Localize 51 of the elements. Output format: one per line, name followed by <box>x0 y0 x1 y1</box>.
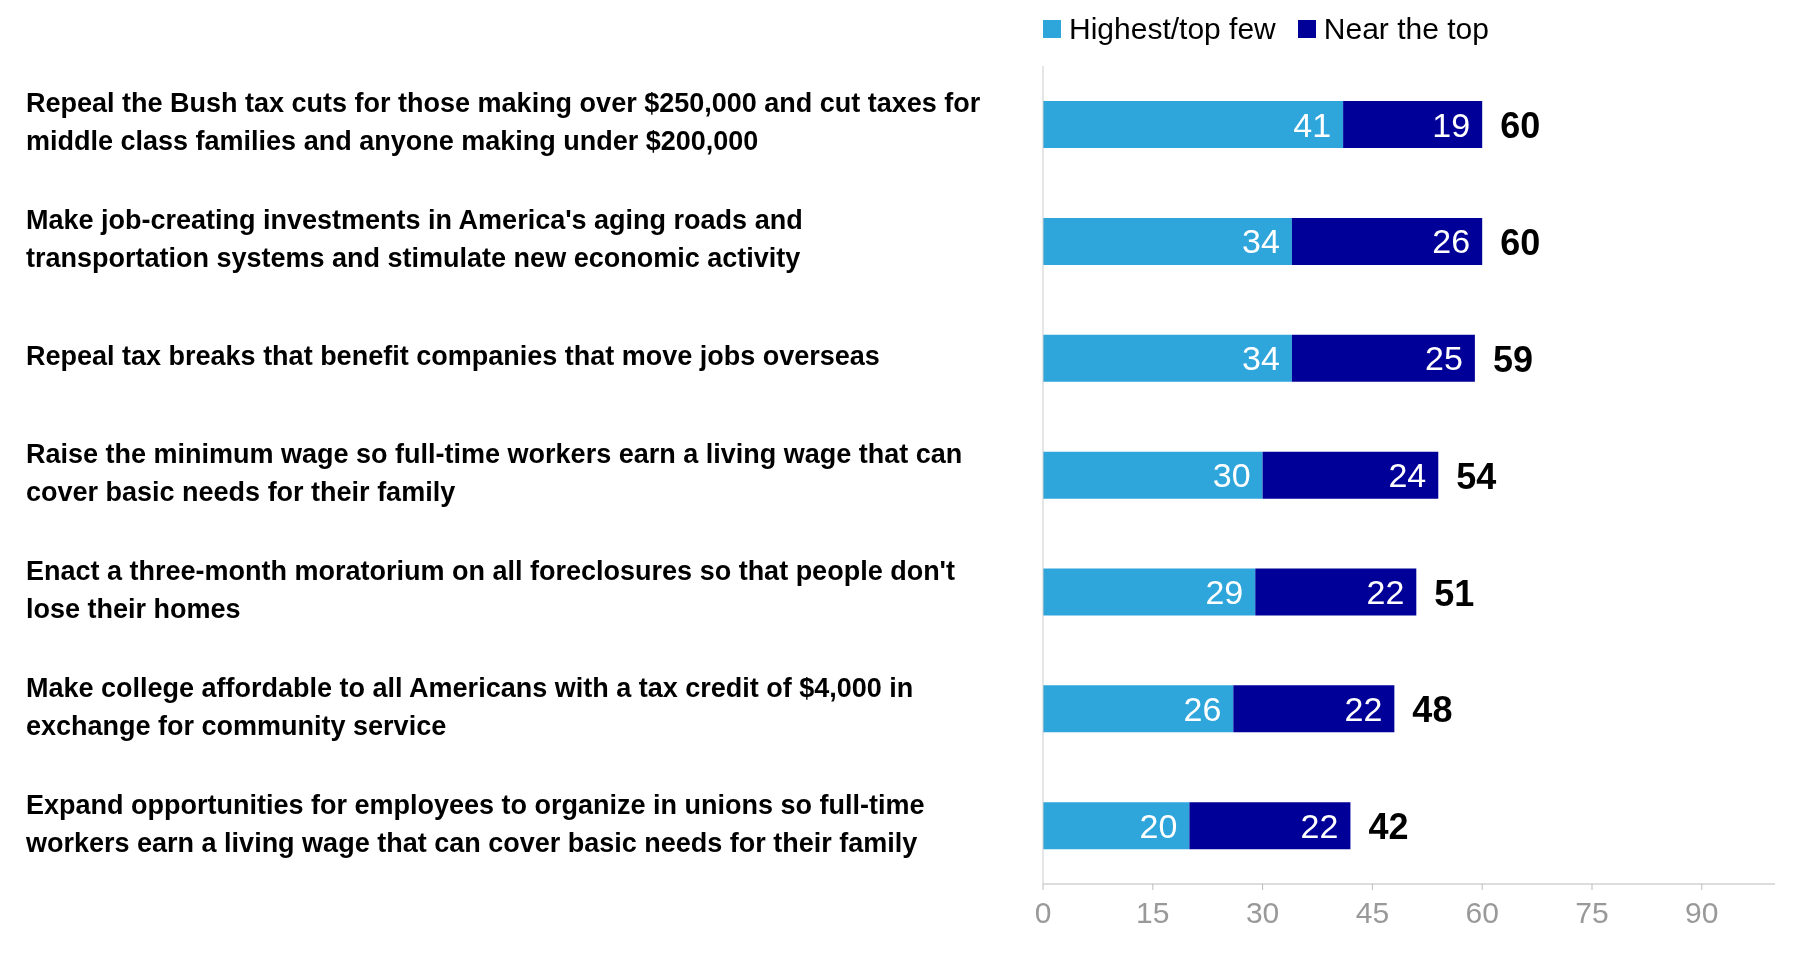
data-label: 29 <box>1205 573 1244 612</box>
bar <box>1043 568 1256 616</box>
y-tick-label: Expand opportunities for employees to organize in unions so full-time workers earn a living wage that can cover basic needs for their family <box>25 789 925 858</box>
y-tick-label: Make college affordable to all Americans with a tax credit of $4,000 in exchange for community service <box>26 672 914 741</box>
bar <box>1043 451 1263 499</box>
data-label: 41 <box>1293 105 1332 144</box>
bar <box>1043 334 1292 382</box>
total-label: 60 <box>1500 105 1541 147</box>
x-tick-label: 90 <box>1685 896 1719 930</box>
data-label: 34 <box>1242 222 1280 261</box>
total-label: 48 <box>1412 689 1453 731</box>
total-label: 59 <box>1492 338 1533 380</box>
legend-label: Near the top <box>1323 12 1489 46</box>
x-tick-label: 75 <box>1575 896 1609 930</box>
bar <box>1233 685 1395 733</box>
data-label: 19 <box>1432 105 1471 144</box>
y-tick-label: Repeal the Bush tax cuts for those making over $250,000 and cut taxes for middle class families and anyone making under $200,000 <box>26 88 981 157</box>
data-label: 25 <box>1425 339 1463 378</box>
data-label: 24 <box>1388 456 1427 495</box>
bar <box>1262 451 1439 499</box>
x-tick-label: 15 <box>1136 896 1170 930</box>
x-tick-label: 30 <box>1245 896 1280 930</box>
x-tick-label: 60 <box>1465 896 1499 930</box>
bar <box>1043 802 1190 850</box>
bar <box>1189 802 1351 850</box>
bar <box>1043 101 1344 149</box>
total-label: 42 <box>1368 806 1409 848</box>
data-label: 26 <box>1183 689 1222 728</box>
legend-label: Highest/top few <box>1069 12 1276 46</box>
data-label: 22 <box>1366 573 1405 612</box>
y-tick-label: Make job-creating investments in America's aging roads and transportation systems and stimulate new economic activity <box>26 205 803 274</box>
y-tick-label: Enact a three-month moratorium on all foreclosures so that people don't lose their homes <box>26 555 956 624</box>
bar <box>1255 568 1417 616</box>
total-label: 54 <box>1456 455 1497 497</box>
data-label: 30 <box>1212 456 1251 495</box>
bar <box>1291 217 1483 265</box>
bar <box>1343 101 1483 149</box>
data-label: 26 <box>1432 222 1471 261</box>
x-tick-label: 0 <box>1034 896 1052 930</box>
y-tick-label: Raise the minimum wage so full-time workers earn a living wage that can cover basic needs for their family <box>26 439 963 508</box>
y-tick-label: Repeal tax breaks that benefit companies that move jobs overseas <box>26 341 880 372</box>
data-label: 20 <box>1139 806 1178 845</box>
total-label: 60 <box>1500 221 1541 263</box>
total-label: 51 <box>1434 572 1475 614</box>
data-label: 34 <box>1242 339 1280 378</box>
data-label: 22 <box>1344 689 1383 728</box>
bar <box>1043 685 1234 733</box>
bar <box>1043 217 1292 265</box>
data-label: 22 <box>1300 806 1339 845</box>
bar <box>1291 334 1475 382</box>
x-tick-label: 45 <box>1355 896 1390 930</box>
